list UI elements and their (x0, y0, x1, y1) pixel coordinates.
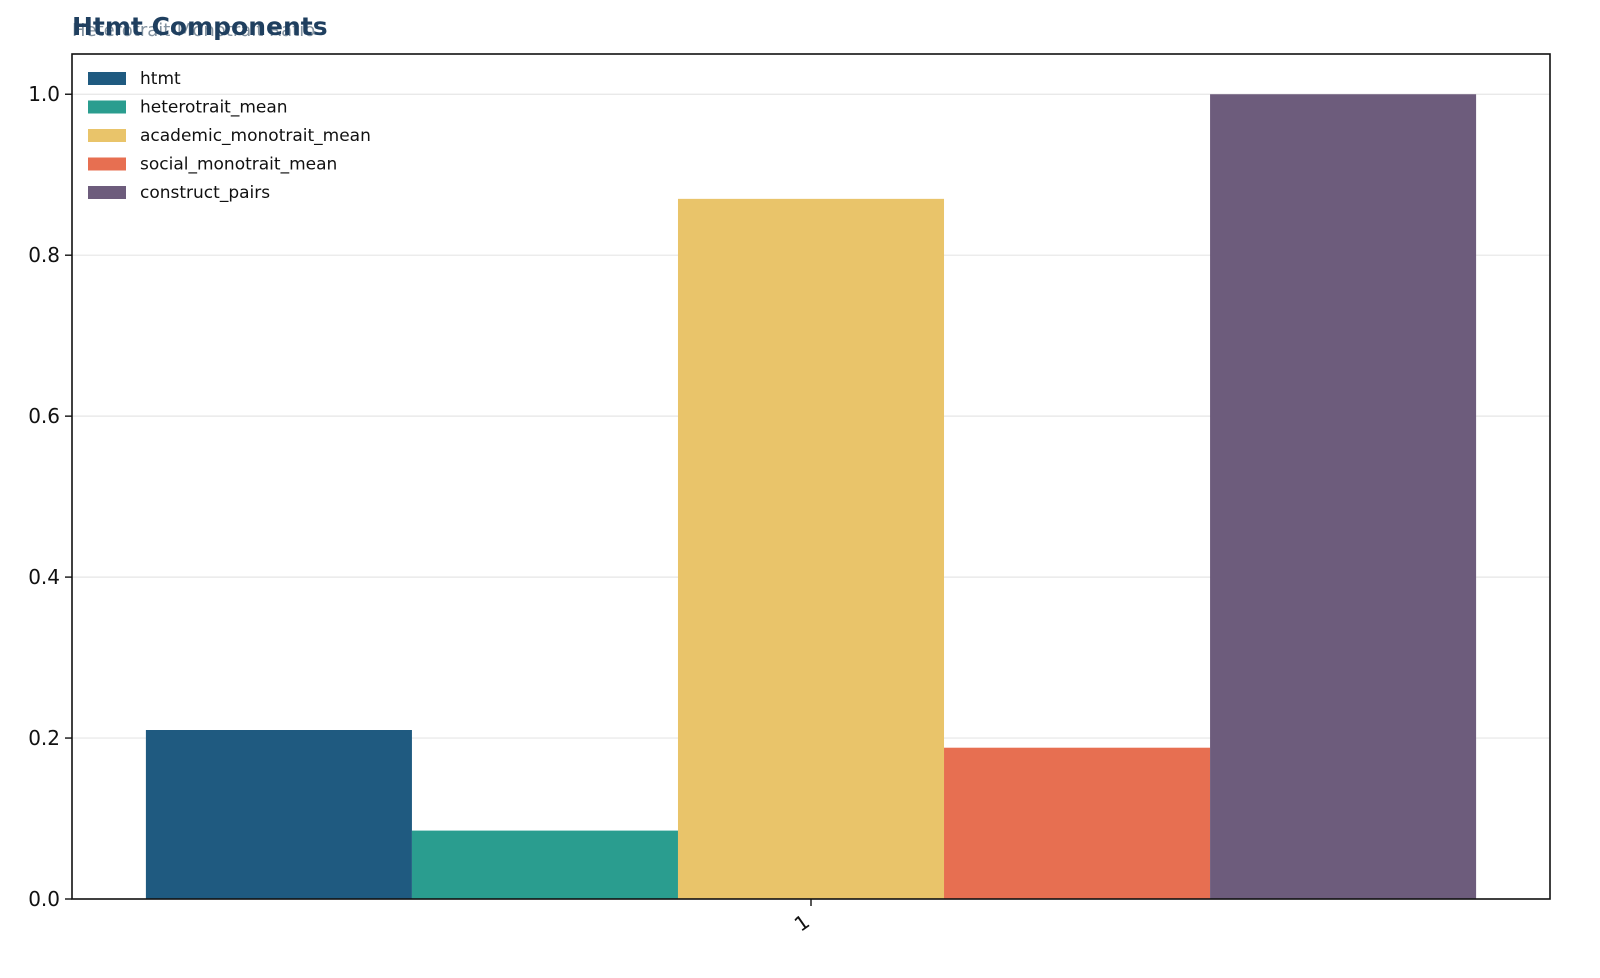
bar-social-monotrait-mean (944, 747, 1211, 899)
x-axis: 1 (790, 899, 814, 936)
legend-swatch-social-monotrait-mean (88, 157, 126, 171)
legend-label-construct-pairs: construct_pairs (140, 183, 270, 203)
chart-subtitle: Heterotrait-Monotrait Ratio (72, 20, 316, 41)
y-tick-label: 0.6 (28, 404, 60, 428)
chart-title: Htmt Components (72, 12, 328, 41)
y-tick-label: 0.4 (28, 565, 60, 589)
bar-construct-pairs (1210, 94, 1477, 899)
bar-htmt (145, 730, 412, 899)
y-tick-label: 1.0 (28, 82, 60, 106)
legend-label-htmt: htmt (140, 69, 181, 89)
legend-label-social-monotrait-mean: social_monotrait_mean (140, 155, 337, 175)
bar-heterotrait-mean (411, 830, 678, 899)
legend-swatch-heterotrait-mean (88, 100, 126, 114)
x-tick-label: 1 (790, 909, 814, 936)
bars-group (145, 94, 1477, 899)
legend-label-heterotrait-mean: heterotrait_mean (140, 98, 288, 118)
bar-academic-monotrait-mean (677, 198, 945, 899)
legend-label-academic-monotrait-mean: academic_monotrait_mean (140, 126, 371, 146)
y-axis: 0.0 0.2 0.4 0.6 0.8 1.0 (28, 82, 72, 911)
y-tick-label: 0.8 (28, 243, 60, 267)
y-tick-label: 0.0 (28, 887, 60, 911)
legend-swatch-htmt (88, 72, 126, 85)
legend-swatch-construct-pairs (88, 186, 126, 199)
legend: htmt heterotrait_mean academic_monotrait_m… (88, 69, 371, 203)
legend-swatch-academic-monotrait-mean (88, 129, 126, 142)
y-tick-label: 0.2 (28, 726, 60, 750)
